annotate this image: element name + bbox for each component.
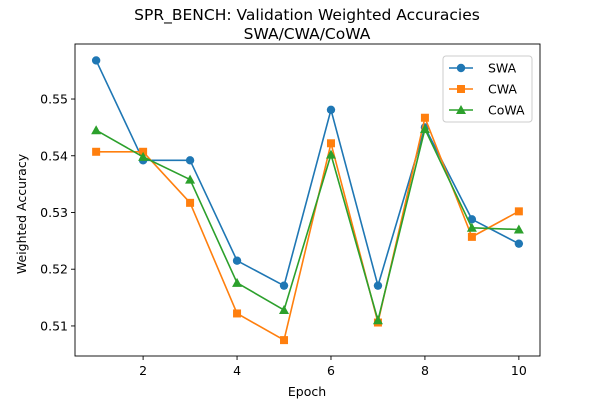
data-point-cowa	[138, 151, 149, 161]
x-tick-label: 6	[327, 363, 335, 378]
chart-subtitle: SWA/CWA/CoWA	[244, 25, 371, 43]
data-point-cwa	[514, 207, 523, 216]
legend-marker-cwa	[457, 85, 465, 93]
legend: SWA CWA CoWA	[442, 55, 533, 123]
x-tick-label: 10	[511, 363, 527, 378]
data-point-swa	[467, 215, 477, 224]
data-point-cwa	[420, 113, 429, 122]
data-point-cowa	[513, 224, 524, 234]
data-point-swa	[185, 156, 195, 165]
data-point-swa	[373, 281, 383, 290]
y-axis-label: Weighted Accuracy	[14, 153, 29, 274]
x-axis-label: Epoch	[288, 384, 326, 399]
axes-frame	[74, 43, 541, 357]
plot-area: 2 4 6 8 10 0.51 0.52 0.53 0.54 0.55	[40, 43, 541, 378]
legend-label-swa: SWA	[488, 61, 517, 76]
data-point-swa	[232, 256, 242, 265]
chart-title: SPR_BENCH: Validation Weighted Accuracie…	[134, 6, 480, 25]
y-tick-label: 0.51	[40, 318, 68, 333]
y-tick-label: 0.52	[40, 262, 68, 277]
data-point-cwa	[326, 139, 335, 148]
data-point-cwa	[280, 336, 289, 345]
y-tick-label: 0.55	[40, 92, 68, 107]
data-point-cwa	[233, 309, 242, 318]
data-point-swa	[326, 105, 336, 115]
data-point-cowa	[232, 277, 243, 287]
legend-label-cwa: CWA	[488, 82, 517, 97]
data-point-cwa	[186, 198, 195, 207]
data-point-cowa	[466, 222, 477, 232]
data-point-swa	[91, 56, 101, 65]
data-point-cowa	[372, 315, 383, 325]
x-tick-label: 8	[421, 363, 429, 378]
data-point-swa	[514, 239, 524, 248]
data-point-cwa	[92, 147, 101, 156]
y-tick-label: 0.54	[40, 148, 68, 163]
data-point-cwa	[139, 147, 148, 156]
x-tick-label: 4	[233, 363, 241, 378]
data-point-cwa	[467, 232, 476, 241]
y-tick-label: 0.53	[40, 205, 68, 220]
data-point-cowa	[279, 305, 290, 315]
legend-label-cowa: CoWA	[488, 103, 525, 118]
data-point-cowa	[185, 174, 196, 184]
legend-marker-swa	[456, 63, 466, 73]
legend-box	[442, 55, 533, 123]
data-point-cowa	[419, 124, 430, 134]
data-point-cowa	[325, 149, 336, 159]
data-point-cowa	[91, 125, 102, 135]
series-line-cowa	[95, 128, 519, 322]
data-point-swa	[279, 281, 289, 290]
series-line-swa	[95, 60, 520, 287]
legend-marker-cowa	[456, 105, 466, 114]
x-tick-label: 2	[139, 363, 147, 378]
